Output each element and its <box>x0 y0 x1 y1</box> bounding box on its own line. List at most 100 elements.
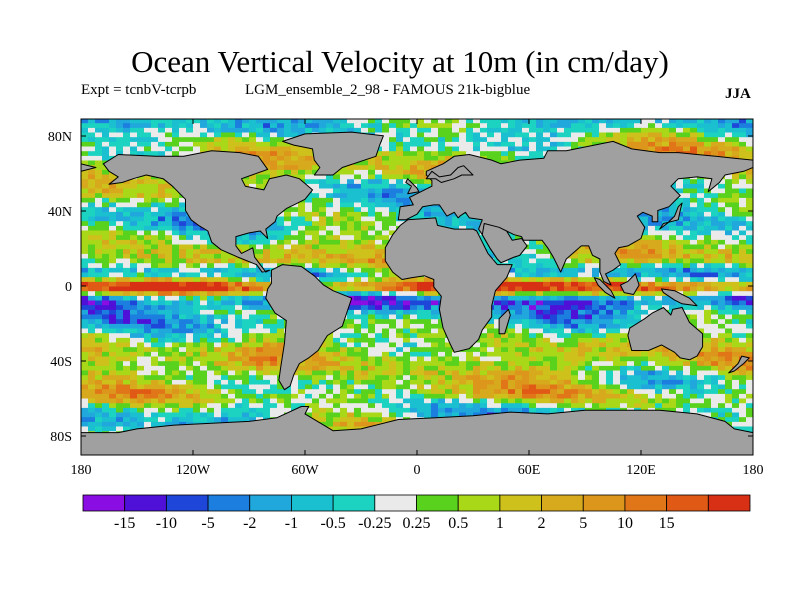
ocean-cell <box>186 137 194 143</box>
ocean-cell <box>732 277 740 283</box>
ocean-cell <box>88 137 96 143</box>
ocean-cell <box>557 281 565 288</box>
ocean-cell <box>333 225 341 232</box>
ocean-cell <box>333 337 341 344</box>
ocean-cell <box>340 291 348 297</box>
ocean-cell <box>305 267 313 274</box>
ocean-cell <box>256 351 264 358</box>
ocean-cell <box>494 351 502 358</box>
ocean-cell <box>557 132 565 138</box>
ocean-cell <box>494 127 502 134</box>
ocean-cell <box>200 239 208 246</box>
ocean-cell <box>690 249 698 255</box>
ocean-cell <box>340 169 348 176</box>
ocean-cell <box>200 230 208 236</box>
ocean-cell <box>256 230 264 236</box>
ocean-cell <box>256 132 264 138</box>
ocean-cell <box>690 244 698 250</box>
ocean-cell <box>221 281 229 288</box>
ocean-cell <box>221 286 229 292</box>
ocean-cell <box>361 211 369 218</box>
ocean-cell <box>165 263 173 269</box>
ocean-cell <box>382 160 390 166</box>
ocean-cell <box>158 286 166 292</box>
ocean-cell <box>319 179 327 185</box>
ocean-cell <box>165 137 173 143</box>
ocean-cell <box>711 300 719 306</box>
ocean-cell <box>529 295 537 302</box>
ocean-cell <box>116 197 124 204</box>
ocean-cell <box>480 151 488 157</box>
ocean-cell <box>592 314 600 320</box>
ocean-cell <box>193 249 201 255</box>
ocean-cell <box>326 249 334 255</box>
ocean-cell <box>746 123 753 129</box>
ocean-cell <box>529 119 537 124</box>
ocean-cell <box>508 123 516 129</box>
ocean-cell <box>452 216 460 222</box>
ocean-cell <box>347 244 355 250</box>
ocean-cell <box>746 169 753 176</box>
ocean-cell <box>242 309 250 316</box>
ocean-cell <box>81 197 89 204</box>
ocean-cell <box>165 202 173 208</box>
ocean-cell <box>438 342 446 348</box>
ocean-cell <box>116 225 124 232</box>
ocean-cell <box>389 197 397 204</box>
ocean-cell <box>697 351 705 358</box>
ocean-cell <box>599 351 607 358</box>
ocean-cell <box>333 202 341 208</box>
ocean-cell <box>382 277 390 283</box>
ocean-cell <box>410 281 418 288</box>
ocean-cell <box>102 263 110 269</box>
ocean-cell <box>620 323 628 330</box>
ocean-cell <box>739 351 747 358</box>
ocean-cell <box>424 281 432 288</box>
ocean-cell <box>228 141 236 148</box>
ocean-cell <box>270 328 278 334</box>
ocean-cell <box>571 323 579 330</box>
ocean-cell <box>536 263 544 269</box>
ocean-cell <box>536 244 544 250</box>
ocean-cell <box>564 137 572 143</box>
ocean-cell <box>81 258 89 264</box>
ocean-cell <box>746 295 753 302</box>
ocean-cell <box>200 319 208 325</box>
ocean-cell <box>417 309 425 316</box>
ocean-cell <box>592 272 600 278</box>
ocean-cell <box>193 225 201 232</box>
ocean-cell <box>368 169 376 176</box>
ocean-cell <box>88 286 96 292</box>
ocean-cell <box>144 333 152 339</box>
ocean-cell <box>116 263 124 269</box>
ocean-cell <box>291 253 299 260</box>
ocean-cell <box>592 132 600 138</box>
ocean-cell <box>613 337 621 344</box>
ocean-cell <box>592 309 600 316</box>
ocean-cell <box>564 291 572 297</box>
ocean-cell <box>228 263 236 269</box>
ocean-cell <box>494 291 502 297</box>
ocean-cell <box>235 337 243 344</box>
ocean-cell <box>676 258 684 264</box>
ocean-cell <box>333 197 341 204</box>
ocean-cell <box>417 188 425 194</box>
ocean-cell <box>81 305 89 311</box>
ocean-cell <box>144 235 152 241</box>
ocean-cell <box>368 216 376 222</box>
ocean-cell <box>508 267 516 274</box>
ocean-cell <box>571 119 579 124</box>
ocean-cell <box>431 319 439 325</box>
ocean-cell <box>312 351 320 358</box>
ocean-cell <box>263 244 271 250</box>
ocean-cell <box>81 183 89 190</box>
ocean-cell <box>333 230 341 236</box>
ocean-cell <box>410 119 418 124</box>
ocean-cell <box>305 119 313 124</box>
ocean-cell <box>109 337 117 344</box>
ocean-cell <box>284 253 292 260</box>
ocean-cell <box>102 179 110 185</box>
ocean-cell <box>669 281 677 288</box>
ocean-cell <box>697 230 705 236</box>
ocean-cell <box>81 281 89 288</box>
